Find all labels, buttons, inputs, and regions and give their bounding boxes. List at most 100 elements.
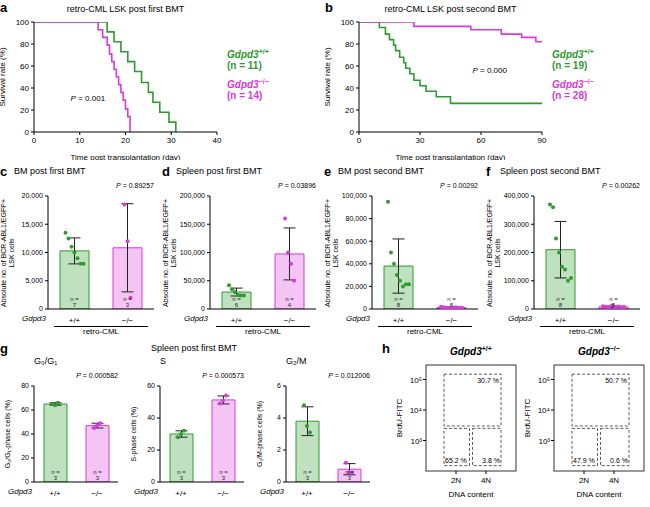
svg-text:0: 0 <box>363 305 367 312</box>
svg-text:200,000: 200,000 <box>504 249 529 256</box>
svg-text:60: 60 <box>345 62 354 71</box>
svg-text:60: 60 <box>20 62 29 71</box>
svg-text:4N: 4N <box>481 476 491 485</box>
svg-text:BrdU-FITC: BrdU-FITC <box>523 398 532 437</box>
svg-text:−/−: −/− <box>284 316 296 325</box>
svg-text:100,000: 100,000 <box>180 249 205 256</box>
svg-text:0.6 %: 0.6 % <box>610 457 628 464</box>
svg-text:0: 0 <box>525 305 529 312</box>
svg-text:n =6: n =6 <box>232 296 241 308</box>
svg-text:0: 0 <box>350 128 355 137</box>
svg-text:40: 40 <box>345 84 354 93</box>
svg-text:0: 0 <box>25 128 30 137</box>
svg-text:+/+: +/+ <box>49 489 61 498</box>
svg-text:5,000: 5,000 <box>25 277 43 284</box>
svg-text:−/−: −/− <box>608 316 620 325</box>
svg-text:60,000: 60,000 <box>346 238 368 245</box>
svg-text:10: 10 <box>75 136 84 145</box>
svg-text:10⁵: 10⁵ <box>538 376 550 385</box>
svg-text:300,000: 300,000 <box>504 221 529 228</box>
svg-text:n =8: n =8 <box>394 296 403 308</box>
svg-text:30: 30 <box>416 136 425 145</box>
svg-text:2N: 2N <box>579 476 589 485</box>
svg-text:200,000: 200,000 <box>180 192 205 199</box>
svg-text:n =8: n =8 <box>556 296 565 308</box>
svg-text:50.7 %: 50.7 % <box>605 377 627 384</box>
svg-text:n =3: n =3 <box>177 469 186 481</box>
svg-text:2N: 2N <box>451 476 461 485</box>
svg-text:+/+: +/+ <box>175 489 187 498</box>
svg-text:40: 40 <box>20 84 29 93</box>
svg-text:10⁴: 10⁴ <box>538 406 551 415</box>
svg-text:30.7 %: 30.7 % <box>477 377 499 384</box>
svg-text:10⁴: 10⁴ <box>410 406 423 415</box>
svg-text:−/−: −/− <box>446 316 458 325</box>
svg-text:40: 40 <box>213 136 222 145</box>
svg-text:10,000: 10,000 <box>22 249 44 256</box>
svg-text:n =3: n =3 <box>51 469 60 481</box>
svg-text:40: 40 <box>21 430 29 437</box>
svg-text:10³: 10³ <box>538 437 550 446</box>
svg-text:+/+: +/+ <box>301 489 313 498</box>
svg-text:90: 90 <box>538 136 547 145</box>
svg-text:n =3: n =3 <box>123 296 132 308</box>
svg-text:100: 100 <box>341 18 355 27</box>
svg-text:0: 0 <box>39 305 43 312</box>
svg-text:Time post transplantation (day: Time post transplantation (day) <box>396 153 506 160</box>
svg-text:60: 60 <box>147 382 155 389</box>
svg-text:+/+: +/+ <box>393 316 405 325</box>
svg-text:20: 20 <box>345 106 354 115</box>
svg-text:n =3: n =3 <box>219 469 228 481</box>
svg-text:+/+: +/+ <box>231 316 243 325</box>
svg-text:20,000: 20,000 <box>22 192 44 199</box>
svg-text:−/−: −/− <box>217 489 229 498</box>
svg-text:10³: 10³ <box>410 437 422 446</box>
svg-text:n =4: n =4 <box>285 296 294 308</box>
svg-text:Survival rate (%): Survival rate (%) <box>325 47 332 106</box>
svg-text:−/−: −/− <box>91 489 103 498</box>
svg-text:10⁵: 10⁵ <box>410 376 422 385</box>
svg-text:+/+: +/+ <box>555 316 567 325</box>
svg-text:0: 0 <box>25 478 29 485</box>
svg-text:−/−: −/− <box>122 316 134 325</box>
svg-text:0: 0 <box>32 136 37 145</box>
svg-text:2: 2 <box>277 446 281 453</box>
svg-text:n =8: n =8 <box>609 296 618 308</box>
svg-text:80: 80 <box>21 382 29 389</box>
svg-text:3.8 %: 3.8 % <box>482 457 500 464</box>
svg-text:50,000: 50,000 <box>184 277 206 284</box>
svg-text:0: 0 <box>357 136 362 145</box>
svg-text:100,000: 100,000 <box>342 192 367 199</box>
svg-text:DNA content: DNA content <box>449 490 495 499</box>
svg-text:80,000: 80,000 <box>346 215 368 222</box>
svg-text:n =3: n =3 <box>303 469 312 481</box>
svg-text:0: 0 <box>277 478 281 485</box>
svg-text:20: 20 <box>20 106 29 115</box>
svg-text:BrdU-FITC: BrdU-FITC <box>395 398 404 437</box>
svg-text:60: 60 <box>477 136 486 145</box>
svg-text:n =7: n =7 <box>70 296 79 308</box>
svg-text:80: 80 <box>345 40 354 49</box>
svg-text:0: 0 <box>151 478 155 485</box>
svg-text:+/+: +/+ <box>69 316 81 325</box>
svg-text:20: 20 <box>21 454 29 461</box>
svg-text:65.2 %: 65.2 % <box>445 457 467 464</box>
svg-text:DNA content: DNA content <box>577 490 623 499</box>
svg-text:15,000: 15,000 <box>22 221 44 228</box>
svg-text:80: 80 <box>20 40 29 49</box>
svg-text:4N: 4N <box>609 476 619 485</box>
svg-text:−/−: −/− <box>343 489 355 498</box>
svg-text:4: 4 <box>277 414 281 421</box>
svg-text:n =8: n =8 <box>447 296 456 308</box>
svg-text:47.9 %: 47.9 % <box>573 457 595 464</box>
svg-text:20: 20 <box>121 136 130 145</box>
svg-text:40,000: 40,000 <box>346 260 368 267</box>
svg-text:20,000: 20,000 <box>346 283 368 290</box>
svg-text:6: 6 <box>277 382 281 389</box>
svg-text:100: 100 <box>16 18 30 27</box>
svg-text:0: 0 <box>201 305 205 312</box>
svg-text:n =3: n =3 <box>93 469 102 481</box>
svg-text:400,000: 400,000 <box>504 192 529 199</box>
svg-text:40: 40 <box>147 414 155 421</box>
svg-text:60: 60 <box>21 406 29 413</box>
